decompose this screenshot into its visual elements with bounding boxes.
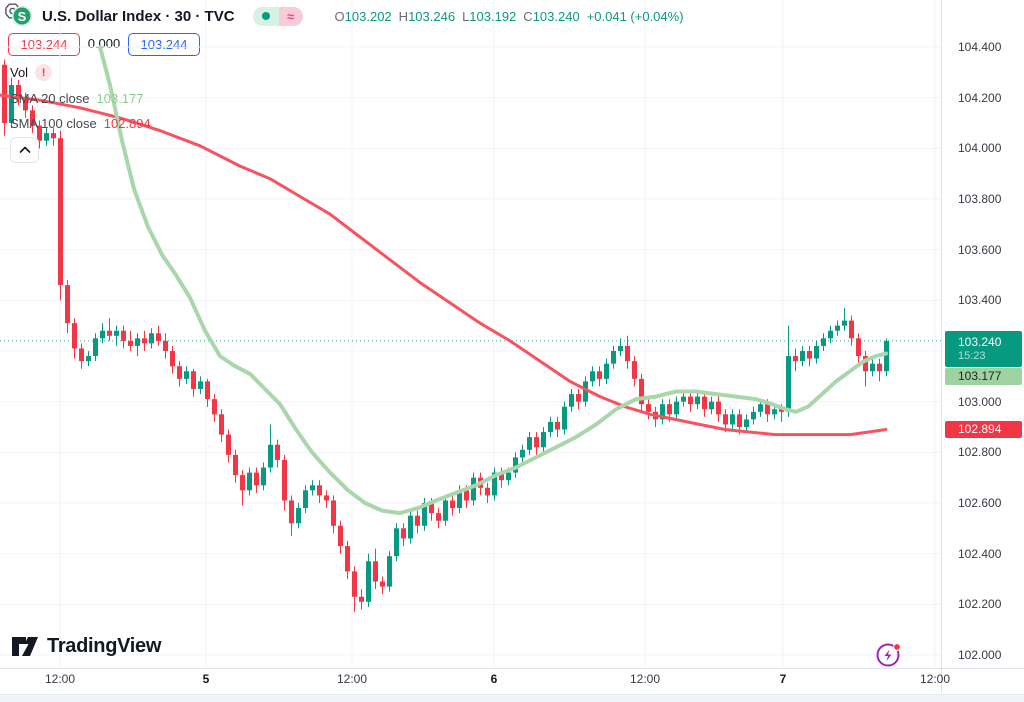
time-tick-label: 12:00 xyxy=(629,672,661,686)
time-tick-label: 12:00 xyxy=(336,672,368,686)
sell-price-button[interactable]: 103.244 xyxy=(8,33,80,56)
price-tick-label: 102.000 xyxy=(958,648,1002,662)
marker-dot-segment xyxy=(252,6,279,26)
tradingview-mark-icon xyxy=(12,637,38,656)
low-value: 103.192 xyxy=(469,8,517,24)
price-tick-label: 103.800 xyxy=(958,192,1002,206)
change-value: +0.041 (+0.04%) xyxy=(586,8,684,24)
grid xyxy=(0,0,941,668)
open-label: O xyxy=(334,8,345,24)
approx-icon: ≈ xyxy=(278,6,303,26)
notification-dot xyxy=(893,643,901,651)
close-value: 103.240 xyxy=(532,8,580,24)
time-tick-label: 12:00 xyxy=(44,672,76,686)
candlestick-series xyxy=(2,59,889,612)
last-price-label: 103.240 15:23 xyxy=(945,330,1022,367)
sma100-value: 102.894 xyxy=(103,116,151,131)
warning-icon[interactable]: ! xyxy=(35,64,53,81)
dot-icon xyxy=(261,12,270,20)
sma-20-line[interactable] xyxy=(98,45,888,516)
chevron-up-icon xyxy=(19,146,30,153)
sma20-price-label: 103.177 xyxy=(945,367,1022,385)
time-tick-label: 6 xyxy=(490,672,498,686)
sma20-value: 103.177 xyxy=(96,91,144,106)
price-tick-label: 102.800 xyxy=(958,445,1002,460)
sma20-label: SMA 20 close xyxy=(10,91,90,106)
price-tick-label: 104.200 xyxy=(958,90,1002,105)
high-label: H xyxy=(398,8,409,24)
sma-100-line[interactable] xyxy=(0,93,888,437)
last-price-text: 103.240 xyxy=(958,335,1002,350)
price-tick-label: 104.400 xyxy=(958,40,1002,54)
marker-pill[interactable]: ≈ xyxy=(252,6,303,26)
bar-countdown: 15:23 xyxy=(958,350,986,363)
time-axis[interactable] xyxy=(0,669,1024,693)
time-tick-label: 7 xyxy=(779,672,787,686)
lightning-icon xyxy=(884,649,892,661)
symbol-title[interactable]: U.S. Dollar Index · 30 · TVC xyxy=(42,7,235,25)
price-tick-label: 103.400 xyxy=(958,293,1002,308)
open-value: 103.202 xyxy=(344,8,392,24)
price-tick-label: 103.600 xyxy=(958,242,1002,257)
symbol-header: S U.S. Dollar Index · 30 · TVC ≈ O103.20… xyxy=(12,5,684,27)
tradingview-wordmark: TradingView xyxy=(47,635,162,657)
price-tick-label: 102.400 xyxy=(958,546,1002,561)
volume-label: Vol xyxy=(10,65,29,80)
low-label: L xyxy=(462,8,470,24)
sma100-price-label: 102.894 xyxy=(945,420,1022,438)
time-tick-label: 5 xyxy=(202,672,210,686)
axis-separator-vertical xyxy=(941,0,942,693)
legend-sma100[interactable]: SMA 100 close 102.894 xyxy=(10,116,151,131)
ohlc-readout: O103.202 H103.246 L103.192 C103.240 +0.0… xyxy=(335,9,684,24)
tradingview-logo[interactable]: TradingView xyxy=(12,635,161,658)
sma100-price-text: 102.894 xyxy=(958,422,1002,437)
time-tick-label: 12:00 xyxy=(919,672,951,686)
price-tick-label: 102.200 xyxy=(958,597,1002,612)
symbol-logo[interactable]: S xyxy=(12,6,32,26)
high-value: 103.246 xyxy=(408,8,456,24)
axis-separator-horizontal xyxy=(0,668,1024,669)
buy-price-button[interactable]: 103.244 xyxy=(128,33,200,56)
price-tick-label: 102.600 xyxy=(958,496,1002,510)
circle-outline xyxy=(876,643,900,667)
sma20-price-text: 103.177 xyxy=(958,369,1002,384)
price-tick-label: 103.000 xyxy=(958,394,1002,409)
horizontal-scrollbar[interactable] xyxy=(0,694,1024,702)
legend-volume[interactable]: Vol ! xyxy=(10,64,53,81)
collapse-legend-button[interactable] xyxy=(10,137,39,163)
close-label: C xyxy=(523,8,533,24)
sma100-label: SMA 100 close xyxy=(10,116,97,131)
quick-trade-button[interactable] xyxy=(874,640,904,670)
price-tick-label: 104.000 xyxy=(958,141,1002,156)
legend-sma20[interactable]: SMA 20 close 103.177 xyxy=(10,91,144,106)
